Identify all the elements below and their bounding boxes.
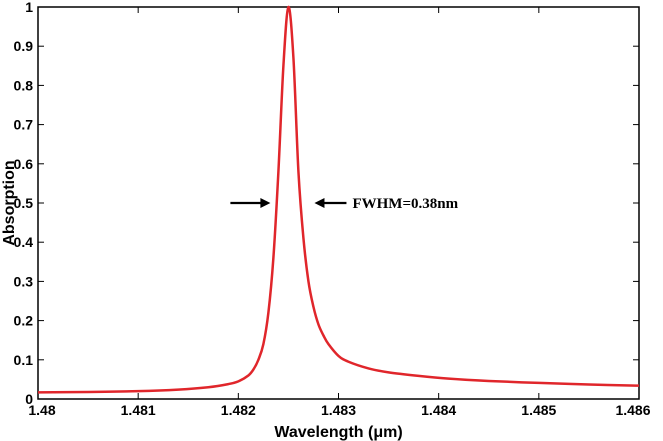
- y-tick-label: 0.9: [14, 38, 34, 54]
- y-tick-label: 0.4: [14, 234, 34, 250]
- y-tick-label: 0.6: [14, 156, 34, 172]
- fwhm-right-arrowhead: [314, 198, 325, 208]
- y-axis-label: Absorption: [1, 160, 18, 245]
- y-tick-label: 1: [25, 0, 33, 15]
- x-tick-label: 1.482: [221, 402, 256, 418]
- y-tick-label: 0.3: [14, 273, 34, 289]
- series-layer: [37, 5, 640, 394]
- tick-marks: [37, 6, 640, 400]
- y-tick-labels: 0 0.1 0.2 0.3 0.4 0.5 0.6 0.7 0.8 0.9 1: [14, 0, 34, 407]
- x-axis-label: Wavelength (μm): [274, 424, 402, 441]
- x-tick-label: 1.484: [421, 402, 456, 418]
- fwhm-annotation: FWHM=0.38nm: [230, 196, 459, 212]
- x-tick-label: 1.48: [28, 402, 55, 418]
- y-tick-label: 0: [25, 391, 33, 407]
- x-tick-label: 1.486: [615, 402, 650, 418]
- y-tick-label: 0.8: [14, 77, 34, 93]
- x-tick-label: 1.485: [521, 402, 556, 418]
- x-tick-labels: 1.48 1.481 1.482 1.483 1.484 1.485 1.486: [28, 402, 650, 418]
- y-tick-label: 0.7: [14, 117, 34, 133]
- absorption-series-line: [37, 5, 640, 394]
- y-tick-label: 0.1: [14, 352, 34, 368]
- x-tick-label: 1.481: [121, 402, 156, 418]
- y-tick-label: 0.2: [14, 313, 34, 329]
- y-tick-label: 0.5: [14, 195, 34, 211]
- fwhm-label: FWHM=0.38nm: [352, 196, 458, 212]
- fwhm-left-arrowhead: [260, 198, 271, 208]
- x-tick-label: 1.483: [321, 402, 356, 418]
